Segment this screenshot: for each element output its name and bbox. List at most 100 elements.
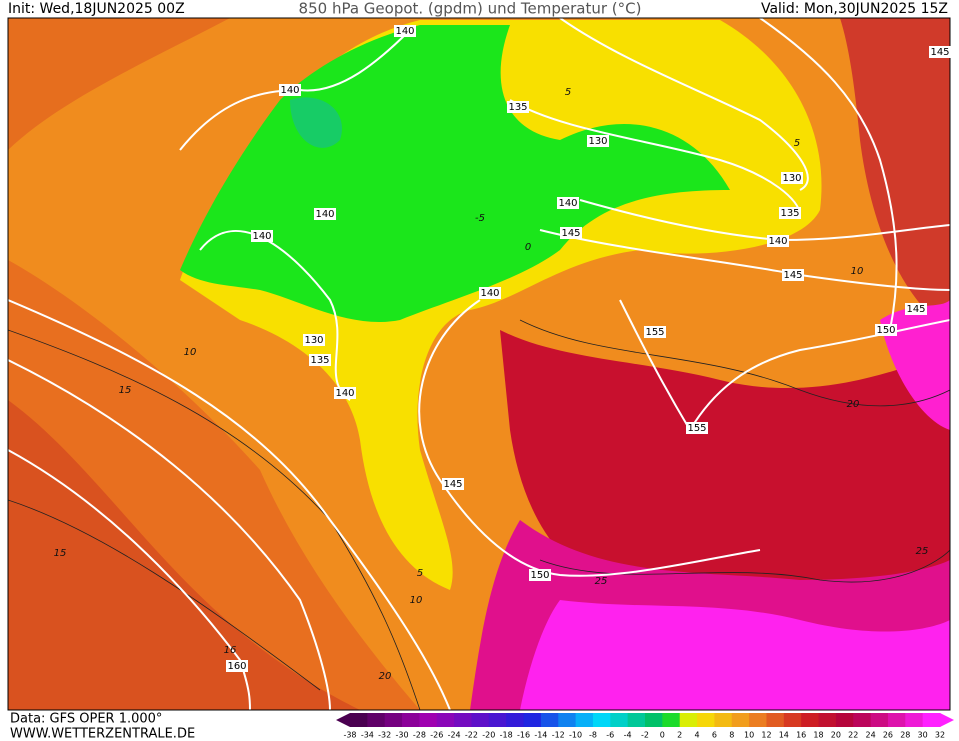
label-box bbox=[479, 287, 501, 299]
geopotential-label: 145 bbox=[561, 228, 580, 239]
legend-swatch bbox=[367, 713, 386, 727]
label-box bbox=[303, 334, 325, 346]
geopotential-label: 145 bbox=[443, 479, 462, 490]
legend-tick-label: -4 bbox=[624, 731, 632, 740]
legend-swatch bbox=[384, 713, 403, 727]
legend-tick-label: 6 bbox=[712, 731, 717, 740]
isotherm bbox=[8, 499, 321, 691]
legend-swatch bbox=[818, 713, 837, 727]
red-orange-area bbox=[8, 400, 360, 710]
temperature-label: 5 bbox=[417, 568, 423, 579]
label-box bbox=[875, 324, 897, 336]
legend-swatch bbox=[801, 713, 820, 727]
isohypse bbox=[418, 299, 761, 577]
legend-tick-label: -16 bbox=[517, 731, 530, 740]
label-box bbox=[905, 303, 927, 315]
legend-swatch bbox=[488, 713, 507, 727]
init-time: Init: Wed,18JUN2025 00Z bbox=[8, 1, 185, 17]
legend-swatch bbox=[558, 713, 577, 727]
temperature-label: 20 bbox=[847, 399, 860, 410]
geopotential-label: 135 bbox=[310, 355, 329, 366]
label-box bbox=[767, 235, 789, 247]
geopotential-label: 140 bbox=[252, 231, 271, 242]
temperature-label: 10 bbox=[184, 347, 197, 358]
red-area bbox=[840, 18, 950, 330]
isohypse bbox=[8, 359, 331, 710]
geopotential-label: 130 bbox=[588, 136, 607, 147]
legend-swatch bbox=[436, 713, 455, 727]
label-box bbox=[529, 569, 551, 581]
label-box bbox=[686, 422, 708, 434]
temperature-label: -5 bbox=[475, 213, 485, 224]
dark-orange-area bbox=[8, 18, 230, 150]
map-title: 850 hPa Geopot. (gpdm) und Temperatur (°… bbox=[299, 0, 642, 18]
label-box bbox=[251, 230, 273, 242]
geopotential-label: 155 bbox=[687, 423, 706, 434]
temperature-label: 10 bbox=[851, 266, 864, 277]
geopotential-label: 140 bbox=[280, 85, 299, 96]
isohypse bbox=[559, 18, 809, 191]
magenta-area bbox=[520, 600, 950, 710]
legend-tick-label: -22 bbox=[465, 731, 478, 740]
label-box bbox=[782, 269, 804, 281]
legend-swatch bbox=[419, 713, 438, 727]
legend-tick-label: -26 bbox=[430, 731, 443, 740]
legend-tick-label: 10 bbox=[744, 731, 754, 740]
isohypse bbox=[509, 99, 801, 216]
legend-tick-label: -14 bbox=[534, 731, 547, 740]
geopotential-label: 140 bbox=[480, 288, 499, 299]
legend-tick-label: 20 bbox=[831, 731, 841, 740]
legend-tick-label: -24 bbox=[448, 731, 461, 740]
temperature-label: 0 bbox=[525, 242, 531, 253]
legend-swatch bbox=[610, 713, 629, 727]
geopotential-label: 150 bbox=[876, 325, 895, 336]
legend-tick-label: -12 bbox=[552, 731, 565, 740]
legend-tick-label: 4 bbox=[695, 731, 700, 740]
isotherm bbox=[539, 549, 950, 583]
geopotential-label: 150 bbox=[530, 570, 549, 581]
isohypse bbox=[8, 299, 451, 710]
legend-swatch bbox=[697, 713, 715, 727]
label-box bbox=[644, 326, 666, 338]
geopotential-label: 140 bbox=[768, 236, 787, 247]
temperature-label: 15 bbox=[54, 548, 67, 559]
legend-tick-label: -18 bbox=[500, 731, 513, 740]
label-box bbox=[781, 172, 803, 184]
legend-tick-label: -30 bbox=[396, 731, 409, 740]
geopotential-label: 155 bbox=[645, 327, 664, 338]
temperature-isolines bbox=[8, 319, 950, 710]
legend-swatch bbox=[853, 713, 872, 727]
map-frame bbox=[7, 17, 951, 711]
legend-swatch bbox=[627, 713, 646, 727]
legend-swatch bbox=[922, 713, 941, 727]
legend-swatch bbox=[714, 713, 733, 727]
legend-tick-label: 30 bbox=[918, 731, 928, 740]
legend-swatch bbox=[749, 713, 767, 727]
isohypse bbox=[759, 18, 898, 331]
label-box bbox=[929, 46, 951, 58]
temperature-label: 5 bbox=[794, 138, 800, 149]
legend-swatch bbox=[766, 713, 785, 727]
legend-tick-label: 8 bbox=[729, 731, 734, 740]
legend-swatch bbox=[679, 713, 698, 727]
label-box bbox=[394, 25, 416, 37]
label-box bbox=[334, 387, 356, 399]
geopotential-isolines bbox=[8, 18, 950, 710]
legend-tick-label: 22 bbox=[848, 731, 858, 740]
legend-swatch bbox=[592, 713, 611, 727]
legend-swatch bbox=[523, 713, 542, 727]
isohypse bbox=[199, 230, 351, 401]
label-box bbox=[442, 478, 464, 490]
geopotential-label: 130 bbox=[304, 335, 323, 346]
legend-tick-label: 28 bbox=[900, 731, 910, 740]
legend-tick-label: 2 bbox=[677, 731, 682, 740]
legend-tick-label: -10 bbox=[569, 731, 582, 740]
legend-tick-label: 24 bbox=[865, 731, 875, 740]
legend-tick-label: -38 bbox=[343, 731, 356, 740]
legend-swatch bbox=[471, 713, 490, 727]
geopotential-label: 130 bbox=[782, 173, 801, 184]
legend-arrow bbox=[336, 713, 350, 727]
label-box bbox=[779, 207, 801, 219]
legend-swatch bbox=[350, 713, 368, 727]
